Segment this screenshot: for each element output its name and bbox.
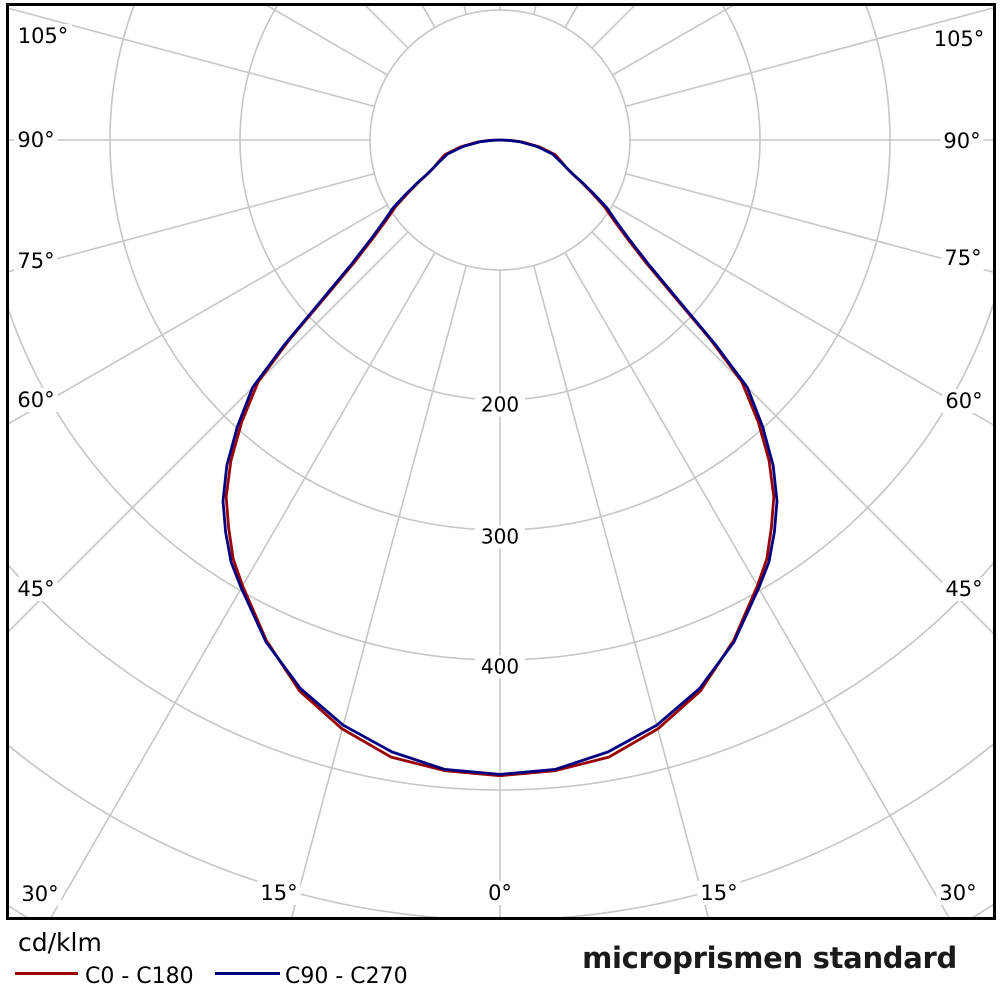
legend-swatch-c0-c180 [15,972,78,975]
series-curve-c90-c270 [221,138,779,776]
polar-grid-spoke-45-right [591,231,993,635]
plot-border [6,3,996,920]
polar-grid-spoke-30-right [564,252,950,917]
polar-grid-spoke-75-right [625,172,993,273]
polar-grid-spoke-15-left [290,265,468,917]
polar-grid-spoke-75-left [9,172,375,273]
polar-grid-spoke-105-right [625,7,993,108]
polar-grid-spoke-45-left [9,231,409,633]
legend-label-c0-c180: C0 - C180 [85,964,194,989]
polar-grid-spoke-30-left [50,252,436,917]
polar-grid-spoke-60-left [9,204,388,425]
unit-label: cd/klm [18,928,102,957]
polar-grid-spoke-105-left [9,7,375,108]
diagram-title: microprismen standard [582,941,957,975]
polar-grid-spoke-15-right [532,265,710,917]
legend-label-c90-c270: C90 - C270 [285,964,408,989]
legend-swatch-c90-c270 [215,972,280,975]
polar-grid-spoke-60-right [612,204,993,426]
chart-footer: cd/klm C0 - C180 C90 - C270 microprismen… [0,920,1000,1000]
